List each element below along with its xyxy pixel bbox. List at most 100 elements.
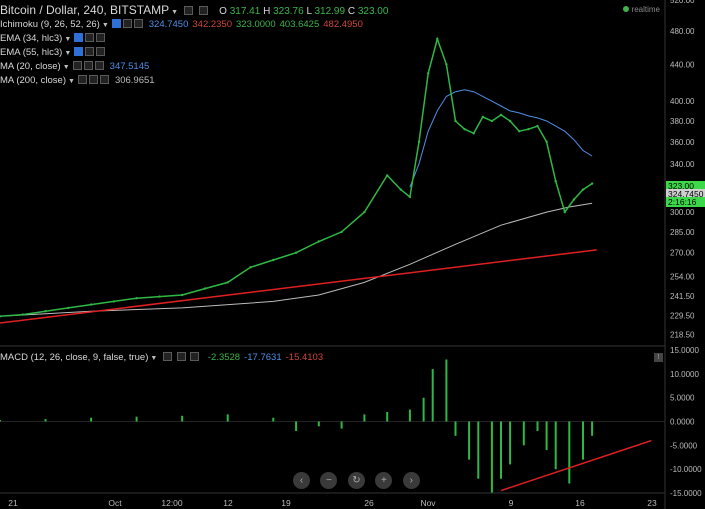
macd-legend: MACD (12, 26, close, 9, false, true) ▼ -2… <box>0 352 323 365</box>
price-point <box>563 210 566 214</box>
scroll-right-icon[interactable]: › <box>402 472 420 489</box>
chevron-down-icon[interactable]: ▼ <box>68 78 75 85</box>
indicator-name[interactable]: MA (20, close) <box>0 61 61 72</box>
symbol-legend: Bitcoin / Dollar, 240, BITSTAMP ▼ O 317.4… <box>0 4 388 19</box>
macd-histogram-bar <box>500 421 502 479</box>
close-icon[interactable] <box>96 47 106 56</box>
indicator-name[interactable]: MA (200, close) <box>0 75 66 86</box>
macd-histogram-bar <box>363 414 366 422</box>
eye-icon[interactable] <box>162 352 172 361</box>
scroll-left-icon[interactable]: ‹ <box>293 472 310 489</box>
macd-histogram-bar <box>181 415 184 422</box>
settings-icon[interactable] <box>184 6 194 15</box>
maximize-pane-icon[interactable]: ! <box>654 353 663 362</box>
price-point <box>536 124 539 128</box>
price-tick-label: 285.00 <box>670 228 695 237</box>
price-point <box>272 258 275 262</box>
ohlc-close-value: 323.00 <box>357 6 389 17</box>
symbol-title[interactable]: Bitcoin / Dollar, 240, BITSTAMP <box>0 3 170 17</box>
price-point <box>518 130 521 133</box>
settings-icon[interactable] <box>83 61 93 70</box>
ohlc-low-label: L <box>306 6 312 17</box>
eye-icon[interactable] <box>74 47 84 56</box>
price-line <box>0 36 593 318</box>
indicator-legend-row: EMA (55, hlc3) ▼ <box>0 47 107 60</box>
macd-histogram-bar <box>582 421 584 460</box>
price-point <box>490 119 494 123</box>
close-icon[interactable] <box>94 61 104 70</box>
price-point <box>481 115 484 119</box>
price-axis-tag: 324.7450 <box>666 189 705 199</box>
macd-histogram-bar <box>554 421 557 470</box>
zoom-out-icon[interactable]: − <box>320 472 338 489</box>
price-point <box>454 119 457 123</box>
chevron-down-icon[interactable]: ▼ <box>101 22 109 29</box>
close-icon[interactable] <box>190 352 200 361</box>
close-icon[interactable] <box>198 6 208 15</box>
macd-tick-label: 0.0000 <box>670 418 695 427</box>
indicator-value: 306.9651 <box>114 75 155 86</box>
settings-icon[interactable] <box>122 19 132 28</box>
price-point <box>363 210 366 214</box>
close-icon[interactable] <box>99 75 109 84</box>
indicator-value: 324.7450 <box>148 19 189 30</box>
chevron-down-icon[interactable]: ▼ <box>64 50 72 57</box>
chevron-down-icon[interactable]: ▼ <box>62 64 70 71</box>
macd-histogram-bar <box>44 419 47 422</box>
ma-200-line <box>0 202 593 317</box>
settings-icon[interactable] <box>85 33 95 42</box>
eye-icon[interactable] <box>77 75 87 84</box>
realtime-status: realtime <box>622 5 660 14</box>
settings-icon[interactable] <box>176 352 186 361</box>
ohlc-high-label: H <box>263 6 271 17</box>
macd-name[interactable]: MACD (12, 26, close, 9, false, true) <box>0 352 149 363</box>
time-tick-label: 23 <box>647 498 657 508</box>
macd-histogram-bar <box>522 421 525 446</box>
price-axis-tag: 2:16:16 <box>666 197 705 207</box>
eye-icon[interactable] <box>74 33 84 42</box>
price-point <box>21 313 24 316</box>
macd-histogram-bar <box>545 421 548 451</box>
time-tick-label: Nov <box>420 498 436 508</box>
price-tick-label: 218.50 <box>670 330 695 339</box>
macd-histogram-bar <box>272 417 275 422</box>
price-tick-label: 520.00 <box>670 0 695 5</box>
close-icon[interactable] <box>133 19 143 28</box>
indicator-name[interactable]: Ichimoku (9, 26, 52, 26) <box>0 19 100 30</box>
time-axis: 21 Oct 12:00 12 19 26 Nov 9 16 23 <box>8 498 657 508</box>
time-tick-label: 9 <box>509 498 514 508</box>
price-point <box>499 113 503 117</box>
macd-axis: 15.0000 10.0000 5.0000 0.0000 -5.0000 -10.000… <box>670 346 702 498</box>
chevron-down-icon[interactable]: ▼ <box>150 355 158 362</box>
ohlc-high-value: 323.76 <box>273 6 304 17</box>
time-tick-label: 12 <box>223 498 233 508</box>
chevron-down-icon[interactable]: ▼ <box>64 36 72 43</box>
indicator-name[interactable]: EMA (34, hlc3) <box>0 33 63 44</box>
main-price-pane <box>0 36 597 324</box>
price-point <box>317 240 320 243</box>
reset-icon[interactable]: ↻ <box>347 472 365 489</box>
price-point <box>399 188 402 191</box>
realtime-label: realtime <box>631 5 660 14</box>
eye-icon[interactable] <box>72 61 82 70</box>
indicator-value: 323.0000 <box>236 19 276 30</box>
indicator-name[interactable]: EMA (55, hlc3) <box>0 47 63 58</box>
chevron-down-icon[interactable]: ▼ <box>171 9 179 16</box>
time-tick-label: 19 <box>281 498 291 508</box>
close-icon[interactable] <box>96 33 106 42</box>
macd-histogram-bar <box>509 421 512 465</box>
settings-icon[interactable] <box>88 75 98 84</box>
macd-histogram-bar <box>568 421 571 484</box>
settings-icon[interactable] <box>85 47 95 56</box>
macd-histogram-bar <box>431 369 434 422</box>
zoom-in-icon[interactable]: + <box>375 472 393 489</box>
price-point <box>427 72 430 75</box>
price-point <box>203 287 207 290</box>
macd-histogram-bar <box>386 412 389 422</box>
price-point <box>572 198 576 201</box>
indicator-legend-row: MA (20, close) ▼ 347.5145 <box>0 61 149 74</box>
price-point <box>112 300 116 303</box>
price-point <box>408 195 412 199</box>
eye-icon[interactable] <box>111 19 121 28</box>
